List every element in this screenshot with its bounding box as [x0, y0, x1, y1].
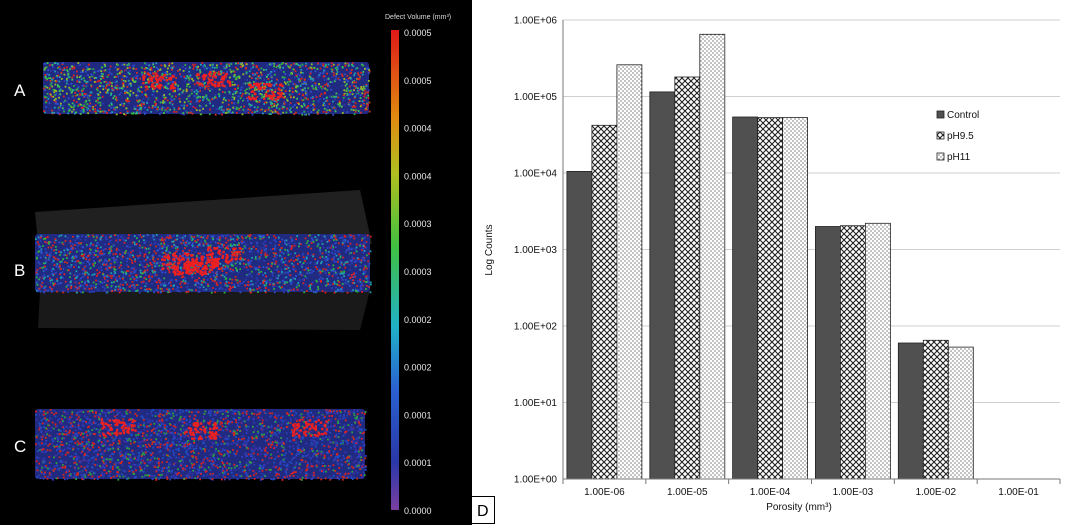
bar-ph11-0 [616, 64, 643, 480]
renderings-svg: A B C Defect Volume (mm³) 0.0005 0.0005 0.00… [14, 14, 451, 516]
bar-ph9-5-2 [757, 117, 784, 480]
colorbar-tick-label: 0.0005 [404, 28, 432, 38]
panel-d-label: D [477, 503, 489, 520]
panel-d-box [471, 496, 495, 524]
bar-ph11-1 [699, 33, 726, 480]
colorbar-tick-label: 0.0001 [404, 458, 432, 468]
bar-control-2 [732, 116, 759, 480]
sample-a-render: A [14, 62, 371, 116]
bar-control-4 [897, 342, 924, 480]
legend-label: Control [947, 110, 979, 121]
y-tick-label: 1.00E+00 [514, 475, 558, 486]
sample-c-render: C [14, 409, 367, 481]
colorbar-tick-label: 0.0000 [404, 506, 432, 516]
x-tick-label: 1.00E-06 [584, 487, 625, 498]
y-tick-label: 1.00E+02 [514, 322, 558, 333]
colorbar-tick-label: 0.0002 [404, 315, 432, 325]
colorbar-tick-label: 0.0001 [404, 410, 432, 420]
colorbar-tick-label: 0.0005 [404, 76, 432, 86]
y-tick-label: 1.00E+05 [514, 92, 558, 103]
defect-volume-renderings-panel: A B C Defect Volume (mm³) 0.0005 0.0005 0.00… [0, 0, 472, 525]
chart-legend: Control pH9.5 pH11 [936, 110, 979, 163]
colorbar-tick-label: 0.0004 [404, 171, 432, 181]
x-tick-label: 1.00E-01 [998, 487, 1039, 498]
x-tick-label: 1.00E-03 [833, 487, 874, 498]
bar-ph11-3 [864, 222, 891, 480]
colorbar-tick-label: 0.0003 [404, 267, 432, 277]
y-tick-label: 1.00E+01 [514, 398, 558, 409]
colorbar-tick-label: 0.0004 [404, 124, 432, 134]
sample-label-c: C [14, 437, 26, 456]
y-tick-label: 1.00E+03 [514, 245, 558, 256]
colorbar-tick-label: 0.0003 [404, 219, 432, 229]
bar-ph9-5-3 [839, 225, 866, 480]
y-tick-label: 1.00E+04 [514, 169, 558, 180]
porosity-bar-chart: 1.00E+00 1.00E+01 1.00E+02 1.00E+03 1.00E+04… [484, 16, 1061, 513]
bar-control-1 [649, 91, 676, 480]
bar-control-3 [814, 226, 841, 480]
x-tick-label: 1.00E-02 [915, 487, 956, 498]
x-tick-label: 1.00E-04 [750, 487, 791, 498]
sample-b-ghost-base [38, 290, 370, 330]
sample-b-render: B [14, 234, 372, 294]
legend-label: pH11 [947, 152, 971, 163]
legend-label: pH9.5 [947, 131, 974, 142]
y-tick-label: 1.00E+06 [514, 16, 558, 27]
colorbar-title: Defect Volume (mm³) [385, 14, 451, 21]
x-tick-label: 1.00E-05 [667, 487, 708, 498]
y-axis-title: Log Counts [484, 224, 495, 275]
bar-ph11-4 [947, 346, 974, 480]
bar-ph9-5-1 [674, 76, 701, 480]
colorbar-tick-label: 0.0002 [404, 363, 432, 373]
legend-swatch [936, 152, 945, 161]
sample-label-b: B [14, 261, 25, 280]
colorbar [391, 30, 399, 510]
bar-control-0 [566, 170, 593, 480]
bar-ph11-2 [782, 117, 809, 480]
sample-label-a: A [14, 81, 26, 100]
legend-swatch [936, 110, 945, 119]
bar-ph9-5-4 [922, 339, 949, 480]
legend-swatch [936, 131, 945, 140]
bar-ph9-5-0 [591, 124, 618, 480]
x-axis-title: Porosity (mm³) [766, 502, 832, 513]
